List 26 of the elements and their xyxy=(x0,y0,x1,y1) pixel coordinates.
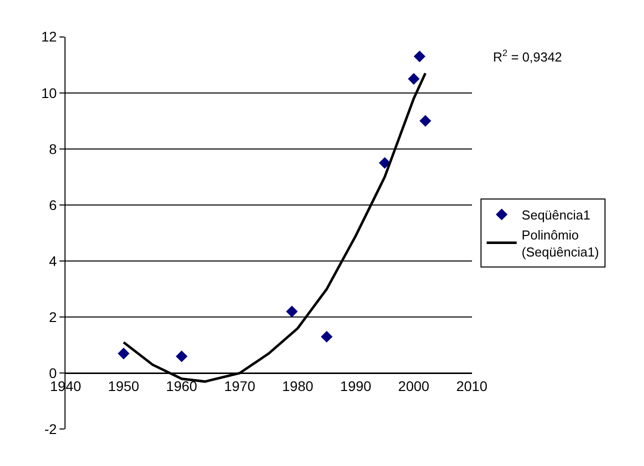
legend-label: Seqüência1 xyxy=(522,208,590,223)
point xyxy=(420,115,432,127)
point xyxy=(320,330,333,343)
point xyxy=(414,50,426,62)
y-tick-label: 8 xyxy=(48,140,57,157)
x-tick-label: 1970 xyxy=(224,378,256,394)
y-tick-label: 0 xyxy=(48,365,57,382)
point xyxy=(408,72,420,85)
y-tick-label: 6 xyxy=(48,196,57,213)
y-tick-label: 12 xyxy=(41,28,57,45)
y-tick-label: 2 xyxy=(48,308,57,325)
y-tick-label: 4 xyxy=(48,252,57,269)
point xyxy=(378,157,391,169)
y-tick-label: -2 xyxy=(44,421,57,438)
point xyxy=(118,348,130,360)
x-tick-label: 1980 xyxy=(282,378,314,394)
y-tick-label: 10 xyxy=(41,84,57,101)
x-tick-label: 2010 xyxy=(456,378,488,394)
x-tick-label: 1960 xyxy=(166,378,198,394)
point xyxy=(176,350,188,362)
legend-label: Polinômio (Seqüência1) xyxy=(522,227,600,260)
x-tick-label: 1950 xyxy=(108,378,140,394)
x-tick-label: 1990 xyxy=(340,378,372,394)
x-tick-label: 2000 xyxy=(398,378,430,394)
text: R$^{2}$ = 0,9342 xyxy=(493,48,562,64)
point xyxy=(286,306,298,318)
